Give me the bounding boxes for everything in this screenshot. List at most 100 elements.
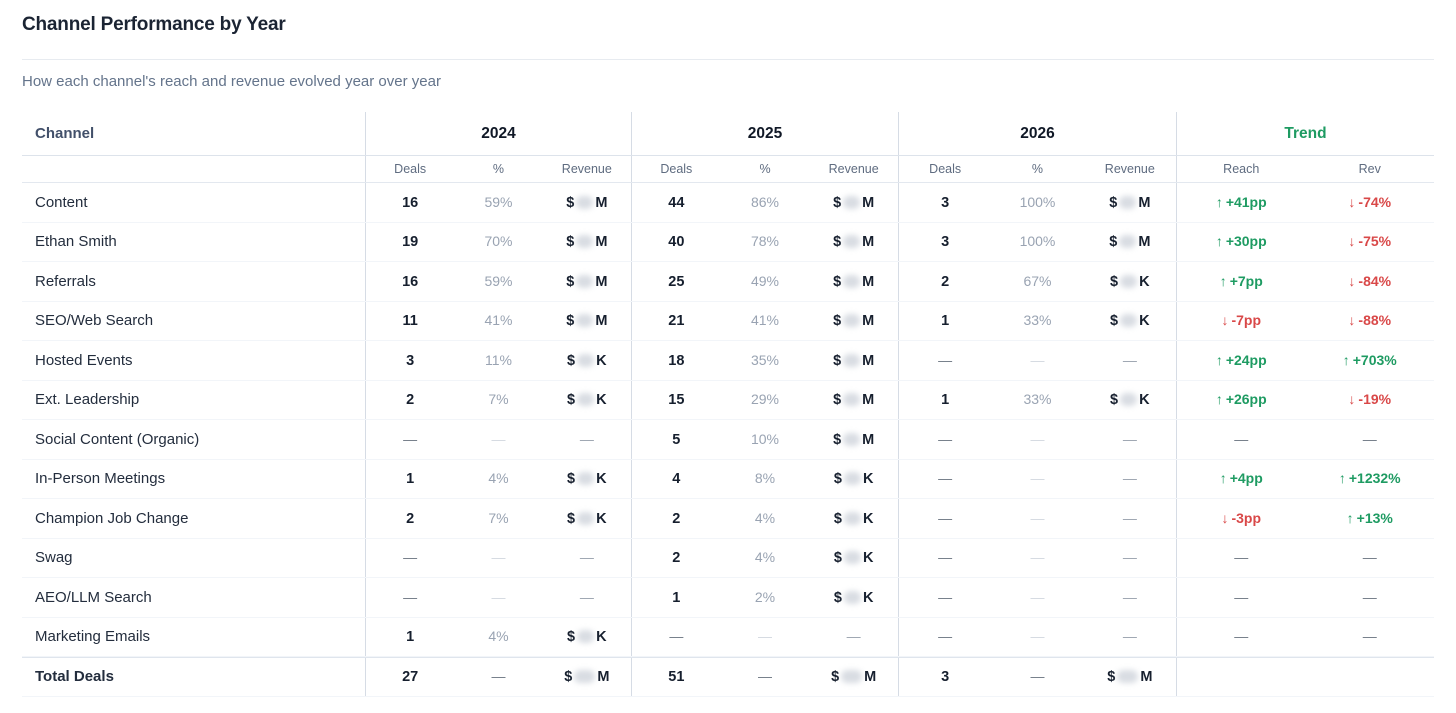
unit-suffix: M <box>1138 194 1151 211</box>
currency-symbol: $ <box>833 471 842 488</box>
report-page: Channel Performance by Year How each cha… <box>0 14 1456 697</box>
unit-suffix: M <box>862 234 875 251</box>
revenue-value: $ K <box>834 550 874 566</box>
trend-reach-cell: ↑ +41pp <box>1177 194 1306 211</box>
redacted-value-blur <box>843 274 861 288</box>
year-cells-2024: 19 70% $ M <box>365 222 631 261</box>
trend-cells: ↑ +30pp ↓ -75% <box>1176 222 1434 261</box>
trend-reach-cell: ↓ -7pp <box>1177 312 1306 329</box>
currency-symbol: $ <box>567 352 576 369</box>
deals-cell: 51 <box>632 668 721 685</box>
channel-name: Marketing Emails <box>35 628 151 646</box>
revenue-cell: $ K <box>809 589 898 606</box>
year-cells-2025: 15 29% $ M <box>631 380 898 419</box>
revenue-cell: $ M <box>1084 668 1176 685</box>
revenue-value: $ M <box>833 195 874 211</box>
empty-dash: — <box>1030 628 1045 645</box>
trend-rev-cell: ↓ -74% <box>1306 194 1435 211</box>
deals-cell: 1 <box>899 312 991 329</box>
year-cells-2026: 3 100% $ M <box>898 222 1176 261</box>
pct-cell: 59% <box>454 273 542 290</box>
pct-cell: 29% <box>721 391 810 408</box>
revenue-cell: $ K <box>543 510 631 527</box>
revenue-cell: $ K <box>1084 312 1176 329</box>
channel-name-cell: SEO/Web Search <box>22 312 365 329</box>
arrow-up-icon: ↑ <box>1346 509 1354 526</box>
redacted-value-blur <box>843 432 861 446</box>
redacted-value-blur <box>576 314 594 328</box>
deals-cell: 3 <box>899 668 991 685</box>
arrow-up-icon: ↑ <box>1338 470 1346 487</box>
year-cells-2026: — — — <box>898 578 1176 617</box>
deals-value: 2 <box>406 392 415 409</box>
revenue-value: $ M <box>833 353 874 369</box>
deals-value: 1 <box>672 589 681 606</box>
pct-cell: 49% <box>721 273 810 290</box>
pct-cell: 4% <box>721 549 810 566</box>
channel-name-cell: Referrals <box>22 273 365 290</box>
revenue-cell: $ K <box>1084 391 1176 408</box>
pct-cell: 86% <box>721 194 810 211</box>
trend-rev-value: ↑ +1232% <box>1338 470 1401 487</box>
deals-value: 2 <box>406 510 415 527</box>
deals-value: 3 <box>941 194 950 211</box>
pct-value: 100% <box>1019 233 1056 250</box>
empty-dash: — <box>938 509 953 526</box>
pct-value: 70% <box>484 233 513 250</box>
subheader-revenue-2025: Revenue <box>828 162 879 176</box>
revenue-cell: $ M <box>1084 233 1176 250</box>
deals-value: 21 <box>668 313 685 330</box>
trend-cells: ↑ +26pp ↓ -19% <box>1176 380 1434 419</box>
unit-suffix: M <box>862 431 875 448</box>
deals-cell: — <box>366 589 454 606</box>
pct-cell: 4% <box>454 628 542 645</box>
empty-dash: — <box>846 628 861 645</box>
revenue-value: $ M <box>1107 669 1152 685</box>
revenue-cell: $ M <box>809 233 898 250</box>
subheader-rev: Rev <box>1358 162 1381 176</box>
revenue-value: $ M <box>564 669 609 685</box>
empty-dash: — <box>579 430 594 447</box>
trend-rev-value: ↑ +703% <box>1342 351 1397 368</box>
channel-name-cell: Swag <box>22 549 365 566</box>
deals-cell: 1 <box>366 628 454 645</box>
trend-reach-value: ↑ +4pp <box>1219 470 1263 487</box>
empty-dash: — <box>1030 588 1045 605</box>
deals-value: 16 <box>402 273 419 290</box>
arrow-down-icon: ↓ <box>1348 272 1356 289</box>
currency-symbol: $ <box>833 510 842 527</box>
deals-value: 2 <box>941 273 950 290</box>
deals-cell: 21 <box>632 312 721 329</box>
revenue-cell: $ M <box>543 233 631 250</box>
channel-name-cell: Content <box>22 194 365 211</box>
year-cells-2025: 25 49% $ M <box>631 262 898 301</box>
redacted-value-blur <box>843 551 861 565</box>
currency-symbol: $ <box>1110 392 1119 409</box>
revenue-value: $ K <box>1110 274 1150 290</box>
pct-cell: 4% <box>454 470 542 487</box>
year-cells-2024: 16 59% $ M <box>365 183 631 222</box>
revenue-value: $ M <box>566 274 607 290</box>
pct-cell: — <box>721 628 810 645</box>
empty-dash: — <box>1362 430 1377 447</box>
trend-cells: ↑ +4pp ↑ +1232% <box>1176 459 1434 498</box>
revenue-cell: — <box>543 589 631 606</box>
channel-performance-table: Channel 2024 2025 2026 Trend Deals % Rev… <box>22 112 1434 697</box>
deals-cell: 2 <box>632 510 721 527</box>
revenue-value: $ M <box>833 274 874 290</box>
revenue-cell: $ M <box>809 273 898 290</box>
year-cells-2024: 1 4% $ K <box>365 617 631 656</box>
deals-value: 16 <box>402 194 419 211</box>
table-row: Marketing Emails 1 4% $ K — — — — — — — — <box>22 617 1434 657</box>
channel-name-cell: Hosted Events <box>22 352 365 369</box>
channel-column-header: Channel <box>35 125 95 142</box>
deals-cell: — <box>366 431 454 448</box>
currency-symbol: $ <box>831 669 840 686</box>
revenue-value: $ K <box>567 471 607 487</box>
currency-symbol: $ <box>566 234 575 251</box>
trend-rev-value: ↓ -75% <box>1348 233 1392 250</box>
year-cells-2025: 40 78% $ M <box>631 222 898 261</box>
deals-cell: 18 <box>632 352 721 369</box>
arrow-down-icon: ↓ <box>1348 391 1356 408</box>
deals-value: 5 <box>672 431 681 448</box>
